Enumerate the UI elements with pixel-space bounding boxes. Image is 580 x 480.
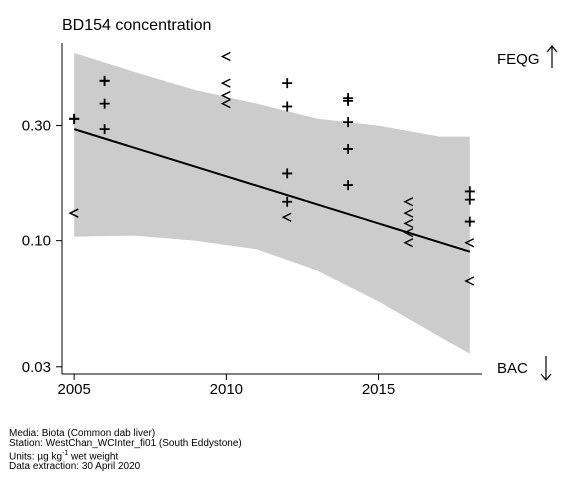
plus-marker bbox=[343, 95, 354, 106]
plus-marker bbox=[343, 117, 354, 128]
less-than-marker bbox=[403, 238, 414, 248]
plus-marker bbox=[99, 124, 110, 135]
footer-units-prefix: Units: bbox=[9, 451, 38, 463]
footer-units-suffix: wet weight bbox=[68, 451, 119, 463]
less-than-marker bbox=[464, 238, 475, 248]
plus-marker bbox=[464, 216, 475, 227]
x-tick-label: 2015 bbox=[362, 381, 395, 398]
footer-metadata: Media: Biota (Common dab liver) Station:… bbox=[9, 429, 242, 472]
plus-marker bbox=[69, 113, 80, 124]
plus-marker bbox=[282, 168, 293, 179]
y-tick-label: 0.30 bbox=[22, 118, 51, 135]
footer-units-mu: µg kg bbox=[37, 451, 63, 463]
plus-marker bbox=[99, 98, 110, 109]
footer-units-sup: -1 bbox=[62, 450, 69, 457]
less-than-marker bbox=[220, 90, 231, 101]
plus-marker bbox=[282, 78, 293, 89]
plus-marker bbox=[464, 194, 475, 205]
trend-line bbox=[73, 128, 471, 253]
plus-marker bbox=[343, 180, 354, 191]
less-than-marker bbox=[220, 98, 231, 109]
less-than-marker bbox=[281, 212, 292, 222]
less-than-marker bbox=[68, 208, 79, 218]
less-than-marker bbox=[403, 197, 414, 207]
footer-station: Station: WestChan_WCInter_fi01 (South Ed… bbox=[9, 438, 242, 449]
plus-marker bbox=[282, 101, 293, 112]
plus-marker bbox=[99, 75, 110, 86]
plus-marker bbox=[282, 196, 293, 207]
less-than-marker bbox=[220, 78, 231, 88]
chart-title: BD154 concentration bbox=[62, 17, 212, 34]
down-arrow-icon bbox=[540, 356, 552, 381]
footer-units: Units: µg kg-1 wet weight bbox=[9, 449, 242, 462]
footer-extraction: Data extraction: 30 April 2020 bbox=[9, 461, 141, 473]
x-tick-label: 2010 bbox=[210, 381, 243, 398]
confidence-band bbox=[74, 53, 470, 354]
feqg-label: FEQG bbox=[497, 51, 540, 68]
up-arrow-icon bbox=[546, 45, 558, 68]
bac-label: BAC bbox=[497, 360, 528, 377]
x-tick-label: 2005 bbox=[57, 381, 90, 398]
less-than-marker bbox=[403, 227, 414, 238]
less-than-marker bbox=[403, 218, 414, 228]
y-tick-label: 0.03 bbox=[22, 359, 51, 376]
less-than-marker bbox=[403, 208, 414, 218]
less-than-marker bbox=[464, 276, 475, 286]
y-tick-label: 0.10 bbox=[22, 233, 51, 250]
plus-marker bbox=[343, 143, 354, 154]
less-than-marker bbox=[220, 51, 231, 62]
footer-media: Media: Biota (Common dab liver) bbox=[9, 428, 156, 439]
